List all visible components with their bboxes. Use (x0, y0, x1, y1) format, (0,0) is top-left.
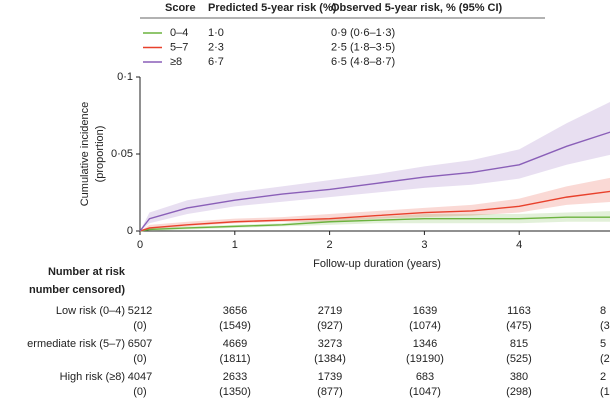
legend-cell: 6·5 (4·8–8·7) (331, 56, 395, 68)
risk-cell: (1811) (220, 353, 251, 365)
legend-cell: 0·9 (0·6–1·3) (331, 27, 395, 39)
x-tick-label: 3 (421, 239, 427, 251)
legend-cell: 0–4 (170, 27, 188, 39)
risk-cell: 1639 (413, 305, 437, 317)
risk-cell: (2 (600, 353, 610, 365)
series-line (139, 131, 610, 232)
ci-band (140, 177, 610, 231)
risk-cell: 3273 (318, 338, 342, 350)
risk-cell: (0) (133, 386, 146, 398)
risk-cell: 1346 (413, 338, 437, 350)
legend-cell: ≥8 (170, 56, 182, 68)
risk-cell: 2633 (223, 371, 247, 383)
legend-cell: 1·0 (208, 27, 224, 39)
risk-cell: 4047 (128, 371, 152, 383)
legend-header: Predicted 5-year risk (%) (208, 2, 337, 14)
x-tick-label: 4 (516, 239, 522, 251)
risk-cell: 815 (510, 338, 528, 350)
x-tick-label: 2 (327, 239, 333, 251)
y-tick-label: 0 (127, 225, 133, 237)
ci-band (140, 102, 610, 231)
x-tick-label: 0 (137, 239, 143, 251)
risk-cell: 3656 (223, 305, 247, 317)
risk-cell: (525) (506, 353, 532, 365)
risk-cell: (1549) (219, 320, 251, 332)
risk-row-label: ermediate risk (5–7) (27, 338, 125, 350)
risk-cell: 1739 (318, 371, 342, 383)
risk-cell: (877) (317, 386, 343, 398)
risk-cell: 2719 (318, 305, 342, 317)
risk-cell: 683 (416, 371, 434, 383)
x-tick-label: 1 (232, 239, 238, 251)
risk-cell: 5 (600, 338, 606, 350)
legend-header: Score (165, 2, 196, 14)
risk-cell: 2 (600, 371, 606, 383)
risk-cell: (1 (600, 386, 610, 398)
legend-cell: 2·5 (1·8–3·5) (331, 41, 395, 53)
y-axis-label: Cumulative incidence (79, 102, 91, 207)
legend-header: Observed 5-year risk, % (95% CI) (331, 2, 503, 14)
risk-cell: (475) (506, 320, 532, 332)
x-axis-label: Follow-up duration (years) (313, 258, 441, 270)
risk-row-label: Low risk (0–4) (56, 305, 125, 317)
legend-cell: 2·3 (208, 41, 224, 53)
risk-cell: (298) (506, 386, 532, 398)
y-tick-label: 0·05 (111, 148, 133, 160)
risk-cell: 1163 (507, 305, 531, 317)
risk-cell: (19190) (406, 353, 444, 365)
risk-cell: (0) (133, 353, 146, 365)
legend-cell: 6·7 (208, 56, 224, 68)
y-tick-label: 0·1 (117, 71, 133, 83)
series-line (139, 190, 610, 232)
risk-cell: (3 (600, 320, 610, 332)
risk-cell: 4669 (223, 338, 247, 350)
y-axis-label: (proportion) (94, 126, 106, 183)
risk-cell: (1074) (409, 320, 441, 332)
risk-cell: 6507 (128, 338, 152, 350)
risk-cell: 8 (600, 305, 606, 317)
risk-cell: (1047) (409, 386, 441, 398)
risk-row-label: High risk (≥8) (60, 371, 125, 383)
risk-title: number censored) (29, 284, 125, 296)
series-line (139, 216, 610, 232)
risk-cell: (1384) (314, 353, 346, 365)
risk-cell: 5212 (128, 305, 152, 317)
risk-cell: (1350) (219, 386, 251, 398)
risk-cell: 380 (510, 371, 528, 383)
risk-cell: (0) (133, 320, 146, 332)
risk-title: Number at risk (48, 266, 126, 278)
risk-cell: (927) (317, 320, 343, 332)
legend-cell: 5–7 (170, 41, 188, 53)
